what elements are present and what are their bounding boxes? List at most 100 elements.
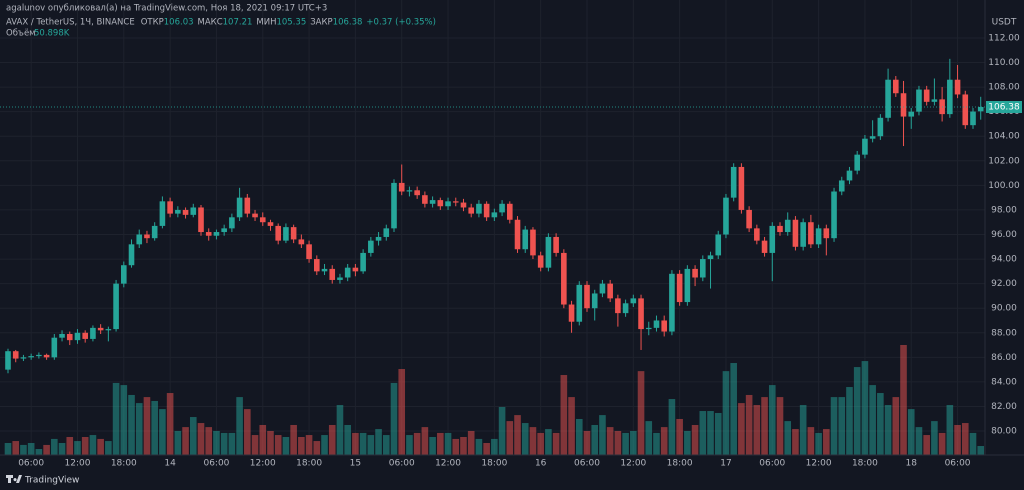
volume-bar bbox=[205, 427, 213, 455]
y-tick-label: 92.00 bbox=[991, 279, 1017, 289]
logo-icon bbox=[6, 475, 22, 483]
x-tick-label: 12:00 bbox=[620, 459, 646, 469]
candle-body bbox=[167, 201, 173, 214]
candle-body bbox=[622, 303, 629, 314]
volume-bar bbox=[645, 421, 653, 455]
candle-body bbox=[800, 222, 806, 247]
volume-bar bbox=[776, 397, 784, 455]
candle-body bbox=[514, 219, 521, 250]
candle-body bbox=[321, 268, 328, 272]
volume-bar bbox=[174, 430, 182, 455]
x-tick-label: 06:00 bbox=[945, 459, 971, 469]
volume-bar bbox=[568, 397, 575, 455]
candle-body bbox=[259, 217, 266, 223]
volume-bar bbox=[375, 429, 382, 455]
volume-bar bbox=[398, 369, 406, 455]
volume-bar bbox=[259, 424, 267, 455]
ohlc-value: 106.38 bbox=[333, 18, 363, 28]
x-tick-label: 12:00 bbox=[250, 459, 276, 469]
x-tick-label: 18:00 bbox=[111, 459, 137, 469]
volume-bar bbox=[305, 435, 313, 455]
x-tick-label: 14 bbox=[164, 459, 176, 469]
volume-bar bbox=[135, 403, 143, 455]
volume-bar bbox=[552, 432, 560, 455]
candle-body bbox=[684, 268, 691, 303]
candle-body bbox=[121, 265, 127, 284]
candle-body bbox=[908, 111, 915, 117]
volume-bar bbox=[43, 444, 50, 455]
x-tick-label: 12:00 bbox=[806, 459, 832, 469]
currency: USDT bbox=[992, 18, 1017, 28]
candle-body bbox=[383, 228, 390, 237]
candle-body bbox=[368, 240, 374, 253]
volume-bar bbox=[529, 427, 537, 455]
candle-body bbox=[769, 225, 776, 253]
volume-bar bbox=[189, 417, 197, 455]
volume-bar bbox=[838, 397, 846, 455]
candle-body bbox=[970, 111, 976, 126]
volume-bar bbox=[614, 430, 622, 455]
volume-bar bbox=[159, 409, 166, 455]
volume-bar bbox=[807, 427, 815, 455]
volume-bar bbox=[931, 421, 938, 455]
volume-bar bbox=[4, 442, 12, 455]
candle-body bbox=[43, 354, 50, 358]
volume-bar bbox=[27, 442, 35, 455]
volume-bar bbox=[498, 406, 506, 455]
candle-body bbox=[576, 284, 583, 322]
candle-body bbox=[344, 267, 351, 278]
volume-bar bbox=[460, 436, 467, 455]
x-tick-label: 12:00 bbox=[65, 459, 91, 469]
candle-body bbox=[754, 228, 760, 241]
y-tick-label: 86.00 bbox=[991, 353, 1017, 363]
candle-body bbox=[205, 232, 212, 236]
volume-bar bbox=[120, 385, 128, 455]
x-tick-label: 16 bbox=[535, 459, 547, 469]
x-tick-label: 06:00 bbox=[389, 459, 415, 469]
volume-bar bbox=[298, 436, 305, 455]
candle-body bbox=[661, 320, 667, 332]
candle-body bbox=[638, 298, 644, 330]
ohlc-value: 106.03 bbox=[164, 18, 194, 28]
ohlc-value: 107.21 bbox=[223, 18, 253, 28]
candle-body bbox=[885, 79, 891, 118]
candle-body bbox=[707, 255, 714, 260]
volume-bar bbox=[336, 405, 344, 455]
volume-bar bbox=[81, 436, 89, 455]
candle-body bbox=[337, 277, 343, 280]
y-tick-label: 112.00 bbox=[988, 33, 1020, 43]
ohlc-label: МИН bbox=[256, 18, 276, 28]
candle-body bbox=[877, 117, 884, 137]
volume-bar bbox=[112, 382, 120, 455]
candle-body bbox=[545, 236, 552, 268]
candle-body bbox=[151, 225, 158, 239]
volume-bar bbox=[877, 393, 884, 455]
candle-body bbox=[105, 329, 112, 331]
candle-body bbox=[947, 79, 953, 115]
x-tick-label: 18:00 bbox=[852, 459, 878, 469]
candle-body bbox=[5, 351, 11, 370]
candle-body bbox=[213, 232, 220, 236]
volume-bar bbox=[197, 423, 205, 455]
candle-body bbox=[283, 227, 289, 241]
x-tick-label: 06:00 bbox=[574, 459, 600, 469]
volume-bar bbox=[244, 409, 251, 455]
volume-bar bbox=[707, 411, 714, 455]
y-tick-label: 110.00 bbox=[988, 58, 1020, 68]
candle-body bbox=[522, 229, 529, 250]
axes: 80.00 82.00 84.00 86.00 88.00 90.00 92.00 94.00… bbox=[0, 33, 1022, 469]
candle-body bbox=[74, 332, 81, 341]
candle-body bbox=[615, 298, 621, 314]
volume-bar bbox=[637, 371, 645, 455]
volume-bar bbox=[622, 432, 629, 455]
candle-body bbox=[452, 201, 459, 203]
volume-bar bbox=[213, 430, 220, 455]
candle-body bbox=[414, 190, 420, 196]
volume-bar bbox=[328, 424, 336, 455]
ohlc-label: МАКС bbox=[198, 18, 223, 28]
volume-bar bbox=[251, 435, 259, 455]
y-tick-label: 90.00 bbox=[991, 304, 1017, 314]
candle-body bbox=[391, 182, 397, 229]
candle-body bbox=[306, 244, 312, 260]
y-tick-label: 94.00 bbox=[991, 255, 1017, 265]
